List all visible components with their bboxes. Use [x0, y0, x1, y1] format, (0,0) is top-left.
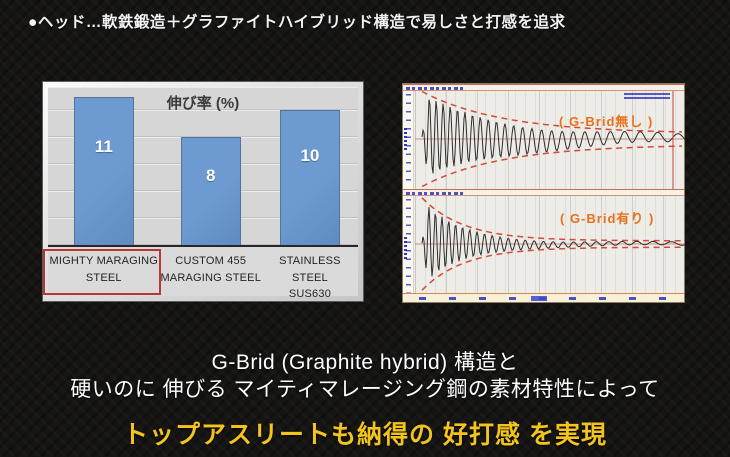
bars-row: 11 8 10 [48, 87, 358, 245]
decay-envelope-lower [421, 145, 683, 188]
category-label-line: CUSTOM 455 [175, 255, 247, 267]
y-axis-rotated-label-marks [404, 128, 407, 152]
category-label-line: MARAGING STEEL [160, 271, 262, 284]
decay-envelope-upper [421, 90, 683, 133]
micro-text-marks [624, 93, 670, 100]
vibration-waveform-line [421, 207, 686, 277]
wave-plot-area: ( G-Brid有り ) [415, 196, 686, 295]
caption-line-1: G-Brid (Graphite hybrid) 構造と [211, 351, 519, 374]
wave-graph-with-gbrid: ( G-Brid有り ) [403, 189, 686, 302]
bar-chart-inner: 伸び率 (%) 11 8 10 MIGHTY MARAGING STEEL CUSTOM… [43, 87, 358, 300]
x-axis-highlighted-tick [531, 296, 547, 301]
vibration-waveform-line [421, 99, 686, 174]
elongation-bar-chart: 伸び率 (%) 11 8 10 MIGHTY MARAGING STEEL CUSTOM… [42, 81, 364, 302]
micro-text-marks [406, 192, 464, 195]
category-label-line: SUS630 [288, 288, 332, 300]
wave-plot-area: ( G-Brid無し ) [415, 90, 686, 189]
category-label: CUSTOM 455 MARAGING STEEL [160, 247, 262, 296]
x-axis-strip [403, 293, 684, 302]
category-label: MIGHTY MARAGING STEEL [43, 247, 161, 296]
y-axis-rotated-label-marks [404, 237, 407, 261]
gbrid-present-annotation: ( G-Brid有り ) [560, 211, 655, 226]
wave-graph-header-strip [403, 84, 684, 91]
y-axis-tick-marks [406, 94, 411, 186]
bar-value-label: 10 [300, 146, 320, 165]
wave-graph-without-gbrid: ( G-Brid無し ) [403, 84, 686, 189]
caption-line-2: 硬いのに 伸びる マイティマレージング鋼の素材特性によって [70, 378, 660, 401]
category-label-line: MIGHTY MARAGING [49, 255, 159, 267]
y-axis-strip [403, 196, 414, 302]
bar-column: 10 [262, 87, 358, 245]
y-axis-tick-marks [406, 199, 411, 299]
bar-value-label: 11 [94, 136, 113, 156]
bar-column: 8 [160, 87, 262, 245]
y-axis-strip [403, 91, 414, 189]
damped-waveform-chart [415, 90, 686, 189]
category-label-line: STAINLESS STEEL [279, 255, 341, 284]
caption-highlight-line: トップアスリートも納得の 好打感 を実現 [123, 421, 607, 449]
bar: 8 [180, 137, 241, 245]
wave-graph-header-strip [403, 189, 684, 196]
category-label: STAINLESS STEEL SUS630 [262, 247, 358, 300]
damped-waveform-chart [415, 197, 686, 291]
bar: 11 [73, 96, 134, 245]
bar-chart-category-labels: MIGHTY MARAGING STEEL CUSTOM 455 MARAGING S… [43, 247, 358, 300]
x-axis-tick-marks [419, 297, 680, 300]
micro-text-marks [406, 87, 464, 90]
bar-column: 11 [48, 87, 160, 245]
header-bullet-text: ●ヘッド…軟鉄鍛造＋グラファイトハイブリッド構造で易しさと打感を追求 [28, 14, 566, 31]
decay-envelope-upper [421, 197, 682, 242]
vibration-graphs-panel: ( G-Brid無し ) ( G-Brid有り ) [402, 83, 686, 303]
bar-chart-title: 伸び率 (%) [166, 95, 240, 112]
category-label-line: STEEL [85, 271, 122, 284]
bar-chart-plot-area: 伸び率 (%) 11 8 10 [48, 87, 358, 247]
bar-value-label: 8 [206, 166, 216, 185]
caption-block: G-Brid (Graphite hybrid) 構造と 硬いのに 伸びる マイ… [0, 349, 730, 451]
gbrid-absent-annotation: ( G-Brid無し ) [559, 114, 654, 129]
decay-envelope-lower [421, 246, 682, 291]
bar: 10 [279, 110, 340, 245]
